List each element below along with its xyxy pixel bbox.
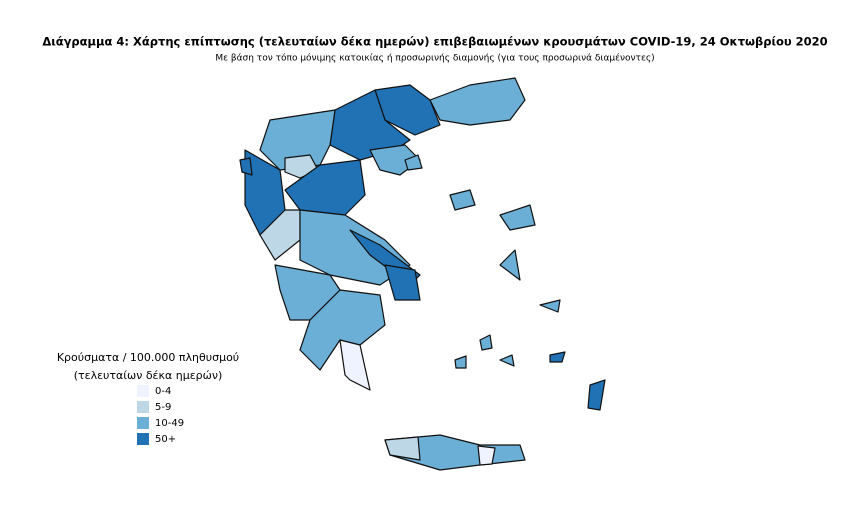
- region: [477, 445, 496, 466]
- legend-label: 50+: [155, 434, 176, 445]
- region: [479, 334, 493, 351]
- legend-title: Κρούσματα / 100.000 πληθυσμού: [57, 351, 239, 364]
- region: [339, 339, 371, 391]
- region: [454, 355, 467, 369]
- legend-swatch: [137, 417, 149, 429]
- legend-swatch: [137, 401, 149, 413]
- legend-label: 0-4: [155, 386, 171, 397]
- region: [384, 436, 421, 461]
- legend-title: (τελευταίων δέκα ημερών): [74, 369, 223, 382]
- legend-swatch: [137, 385, 149, 397]
- legend-label: 5-9: [155, 402, 171, 413]
- region: [587, 379, 606, 411]
- region: [549, 351, 566, 363]
- region: [499, 354, 515, 367]
- title: Διάγραμμα 4: Χάρτης επίπτωσης (τελευταίω…: [42, 35, 827, 49]
- region: [499, 204, 536, 231]
- subtitle: Με βάση τον τόπο μόνιμης κατοικίας ή προ…: [215, 53, 654, 64]
- greece-map: [239, 77, 606, 471]
- region: [499, 249, 521, 281]
- legend-label: 10-49: [155, 418, 184, 429]
- region: [239, 157, 253, 176]
- region: [449, 189, 476, 211]
- region: [404, 154, 423, 171]
- legend: 0-4 5-9 10-49 50+: [137, 385, 184, 445]
- legend-swatch: [137, 433, 149, 445]
- region: [429, 77, 526, 126]
- region: [539, 299, 561, 313]
- region: [384, 264, 421, 301]
